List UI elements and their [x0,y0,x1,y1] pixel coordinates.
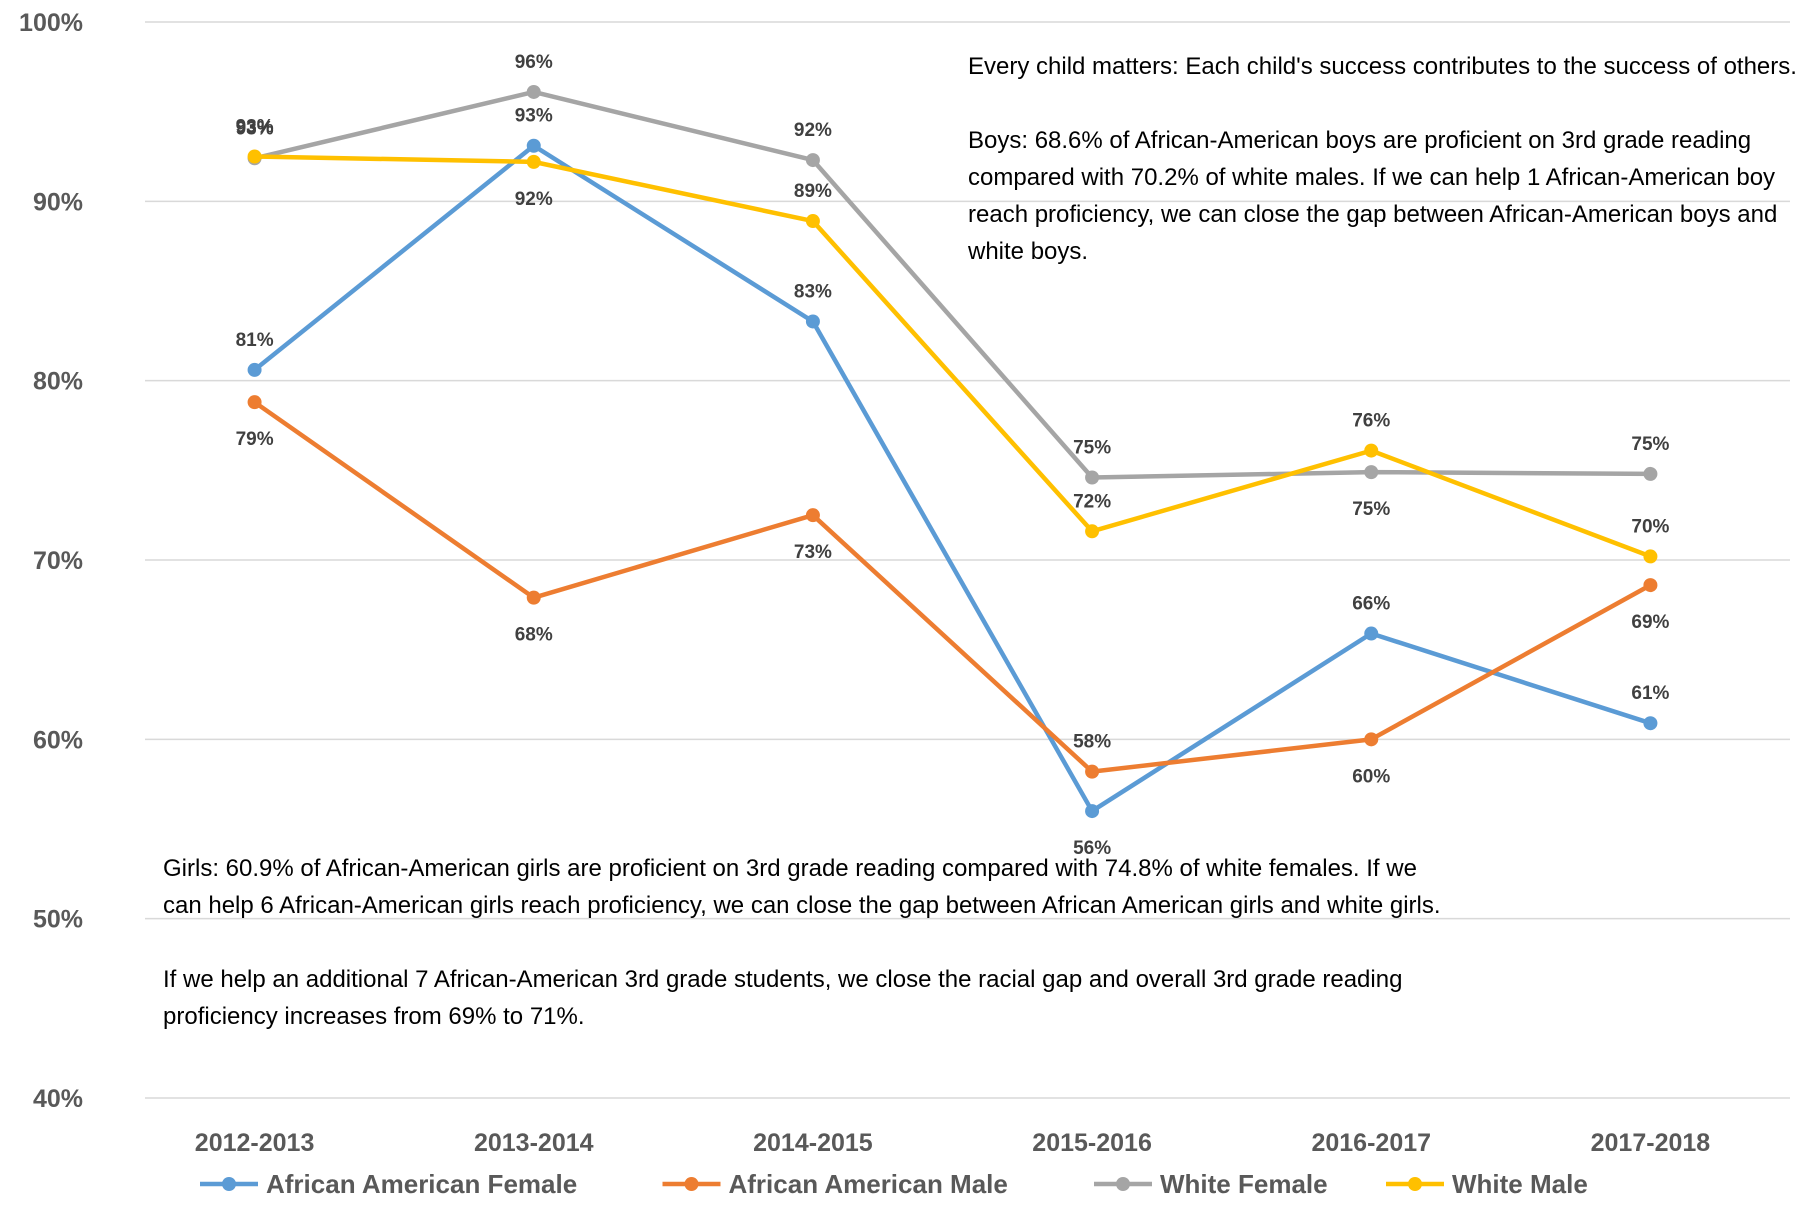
data-point [526,590,541,605]
data-point [247,149,262,164]
legend-marker [222,1177,236,1191]
y-tick-label: 80% [33,368,83,396]
data-label: 60% [1352,766,1390,787]
data-label: 81% [236,330,274,351]
x-axis: 2012-2013 2013-2014 2014-2015 2015-2016 2016… [195,1129,1710,1157]
legend-marker [1116,1177,1130,1191]
data-point [1085,764,1100,779]
legend: African American Female African American … [200,1169,1588,1199]
annotation-bottom-left: Girls: 60.9% of African-American girls a… [163,850,1453,1035]
data-point [1643,716,1658,731]
series-group [247,84,1658,819]
data-label: 68% [515,625,553,646]
data-label: 92% [794,120,832,141]
x-tick-label: 2016-2017 [1311,1129,1431,1157]
data-label: 89% [794,181,832,202]
data-label: 70% [1631,516,1669,537]
data-point [1643,549,1658,564]
data-point [805,214,820,229]
data-point [1364,626,1379,641]
series-line [252,143,1653,814]
data-point [1364,465,1379,480]
gridlines [145,21,1790,1099]
y-tick-label: 60% [33,726,83,754]
data-label: 93% [236,118,274,139]
data-label: 93% [515,106,553,127]
legend-label: White Male [1452,1169,1588,1199]
annotation-boys: Boys: 68.6% of African-American boys are… [968,127,1778,265]
y-tick-label: 70% [33,547,83,575]
data-label: 56% [1073,838,1111,859]
data-label: 75% [1073,438,1111,459]
data-label: 66% [1352,594,1390,615]
data-point [526,154,541,169]
data-label: 61% [1631,683,1669,704]
data-point [247,362,262,377]
x-tick-label: 2015-2016 [1032,1129,1152,1157]
series-line [252,399,1653,774]
x-tick-label: 2012-2013 [195,1129,315,1157]
data-label: 72% [1073,491,1111,512]
data-point [526,138,541,153]
data-point [1643,578,1658,593]
y-tick-label: 100% [19,9,83,37]
data-point [805,153,820,168]
x-tick-label: 2017-2018 [1591,1129,1711,1157]
data-point [526,84,541,99]
data-point [805,314,820,329]
annotation-top-right: Every child matters: Each child's succes… [968,48,1798,270]
series-line [252,89,1653,480]
data-label: 93% [236,117,274,138]
data-labels: 81% 93% 83% 56% 66% 61% 79% 68% 73% 58% 60% 69% 93% 9… [236,52,1670,859]
data-label: 75% [1631,434,1669,455]
x-tick-label: 2013-2014 [474,1129,594,1157]
data-point [1364,732,1379,747]
legend-label: African American Male [729,1169,1008,1199]
annotation-every-child: Every child matters: Each child's succes… [968,53,1797,80]
legend-label: White Female [1160,1169,1328,1199]
data-point [1085,524,1100,539]
data-point [1364,443,1379,458]
data-point [805,508,820,523]
data-point [1643,466,1658,481]
data-label: 76% [1352,411,1390,432]
data-point [1085,470,1100,485]
y-tick-label: 90% [33,188,83,216]
data-label: 69% [1631,612,1669,633]
data-label: 73% [794,542,832,563]
y-axis: 40% 50% 60% 70% 80% 90% 100% [19,9,83,1113]
data-label: 92% [515,189,553,210]
data-label: 58% [1073,732,1111,753]
data-label: 79% [236,429,274,450]
y-tick-label: 50% [33,906,83,934]
legend-label: African American Female [266,1169,577,1199]
x-tick-label: 2014-2015 [753,1129,873,1157]
y-tick-label: 40% [33,1085,83,1113]
annotation-girls: Girls: 60.9% of African-American girls a… [163,855,1441,919]
data-label: 96% [515,52,553,73]
data-point [1085,804,1100,819]
legend-marker [1408,1177,1422,1191]
series-line [252,154,1653,559]
data-label: 75% [1352,499,1390,520]
data-label: 83% [794,281,832,302]
data-point [247,395,262,410]
annotation-overall: If we help an additional 7 African-Ameri… [163,966,1403,1030]
legend-marker [684,1177,699,1191]
